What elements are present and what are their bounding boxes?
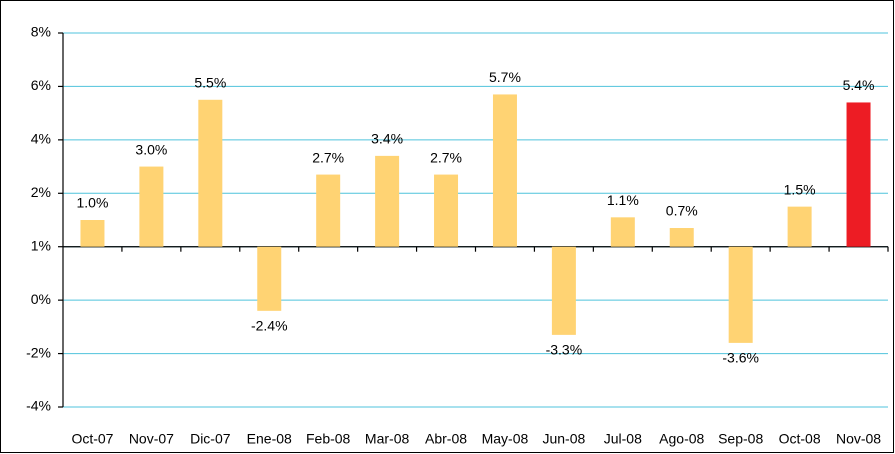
value-label: 1.1% <box>607 192 639 208</box>
x-tick-label: Jul-08 <box>604 431 642 447</box>
value-label: 1.5% <box>784 181 816 197</box>
bar <box>434 174 459 247</box>
value-label: 5.4% <box>843 77 875 93</box>
bar <box>257 246 282 311</box>
x-tick-label: Feb-08 <box>306 431 351 447</box>
y-tick-label: 0% <box>31 291 51 307</box>
x-tick-label: Nov-07 <box>129 431 174 447</box>
bar <box>492 94 517 247</box>
x-tick-label: Nov-08 <box>836 431 881 447</box>
x-tick-label: Oct-08 <box>779 431 821 447</box>
bar <box>669 228 694 247</box>
x-tick-label: Sep-08 <box>718 431 763 447</box>
bar <box>610 217 635 247</box>
y-tick-label: -4% <box>26 398 51 414</box>
y-tick-label: 8% <box>31 24 51 40</box>
bar <box>198 99 223 247</box>
x-tick-label: Abr-08 <box>425 431 467 447</box>
value-label: -3.3% <box>546 342 583 358</box>
bar <box>316 174 341 247</box>
y-tick-label: 1% <box>31 237 51 253</box>
x-tick-label: Mar-08 <box>365 431 410 447</box>
x-tick-label: Ene-08 <box>247 431 292 447</box>
value-label: 1.0% <box>77 195 109 211</box>
x-tick-label: Dic-07 <box>190 431 231 447</box>
bar <box>846 102 871 247</box>
x-tick-label: May-08 <box>482 431 529 447</box>
value-label: 2.7% <box>312 149 344 165</box>
x-tick-label: Jun-08 <box>542 431 585 447</box>
value-label: 5.7% <box>489 69 521 85</box>
x-tick-label: Oct-07 <box>71 431 113 447</box>
x-tick-label: Ago-08 <box>659 431 704 447</box>
y-tick-label: -2% <box>26 344 51 360</box>
y-tick-label: 4% <box>31 131 51 147</box>
y-tick-label: 2% <box>31 184 51 200</box>
value-label: 3.0% <box>135 141 167 157</box>
bar <box>728 246 753 343</box>
bar <box>551 246 576 335</box>
y-tick-label: 6% <box>31 77 51 93</box>
value-label: 0.7% <box>666 203 698 219</box>
bar <box>139 166 164 247</box>
value-label: 2.7% <box>430 149 462 165</box>
value-label: -2.4% <box>251 318 288 334</box>
bar <box>375 155 400 247</box>
value-label: 3.4% <box>371 131 403 147</box>
bar <box>787 206 812 247</box>
value-label: 5.5% <box>194 74 226 90</box>
bar <box>80 220 105 247</box>
value-label: -3.6% <box>722 350 759 366</box>
